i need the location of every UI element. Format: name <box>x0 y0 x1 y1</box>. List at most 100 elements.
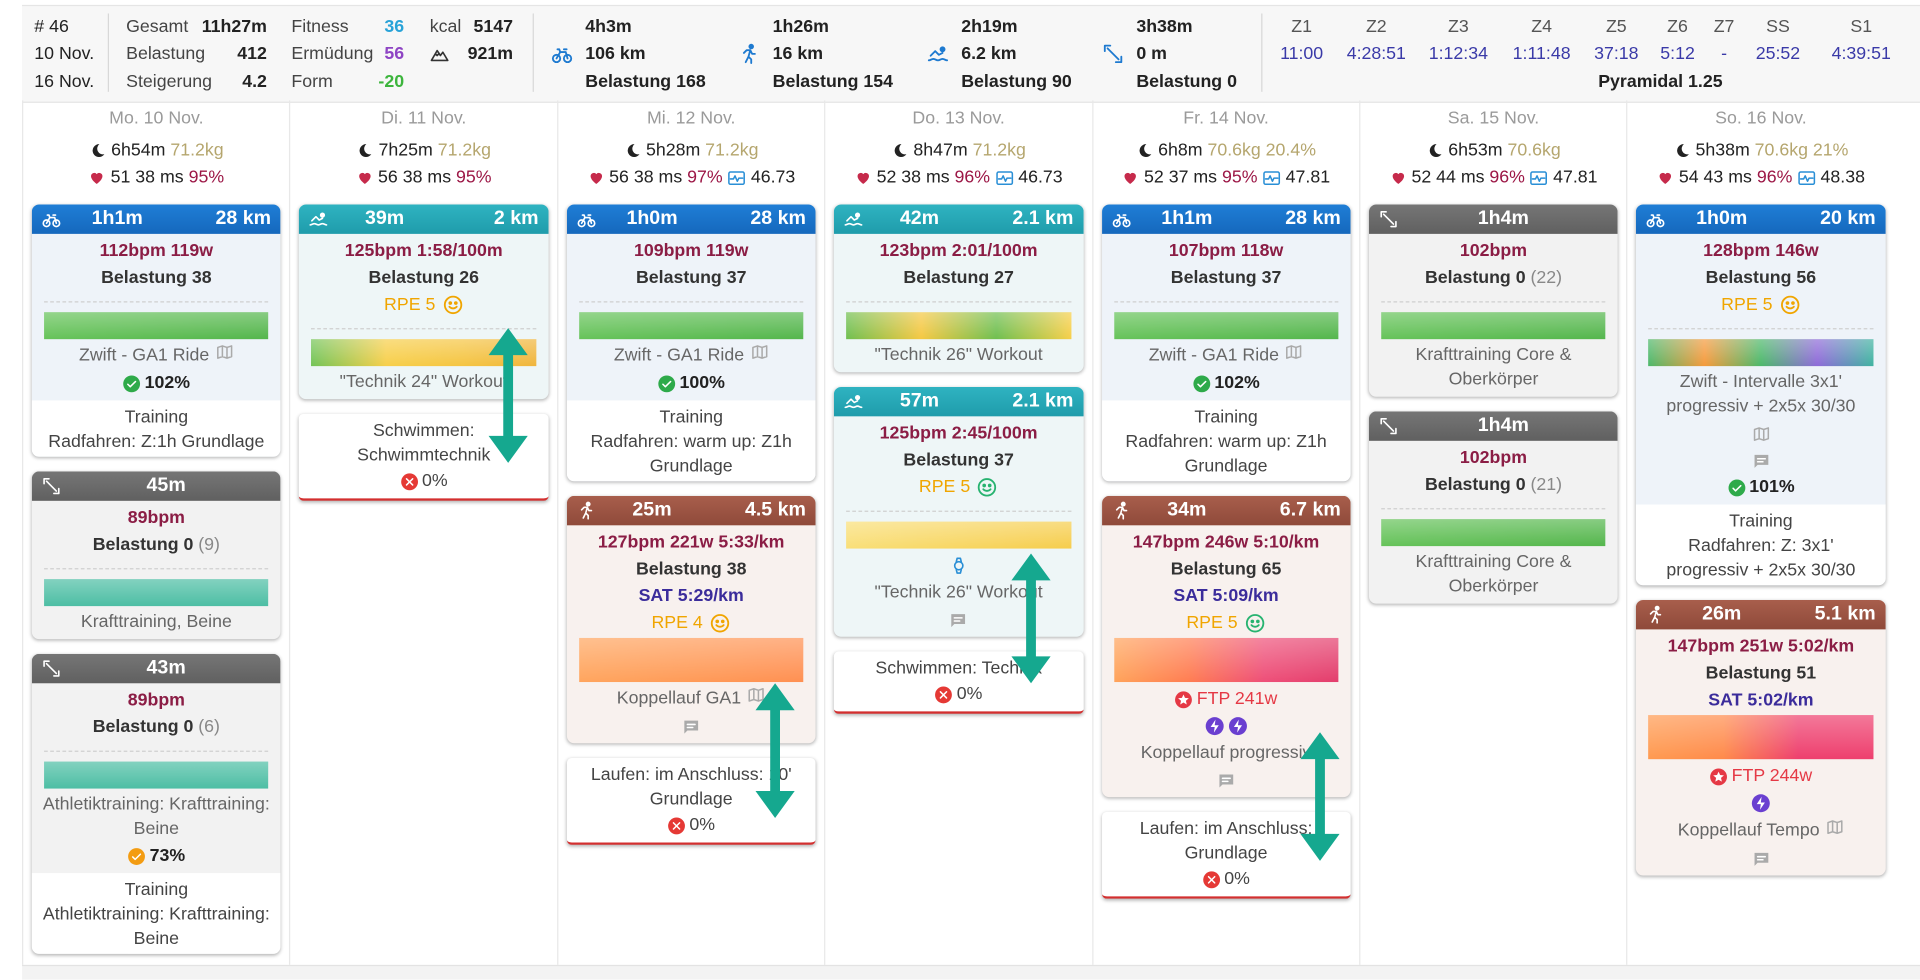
moon-icon <box>1673 142 1690 159</box>
day-column: So. 16 Nov. 5h38m 70.6kg 21% 54 43 ms 96% 48.38… <box>1626 100 1894 965</box>
moon-icon <box>89 142 106 159</box>
hrv: 43 ms <box>1703 167 1752 188</box>
icon-part <box>684 720 699 734</box>
metrics: 147bpm 251w 5:02/km <box>1667 636 1855 657</box>
icon-part <box>1754 454 1768 468</box>
plan-line: Schwimmen: Schwimmtechnik <box>357 421 491 466</box>
icon-part <box>359 144 372 158</box>
icon-part <box>45 480 58 492</box>
icon-part <box>216 345 233 359</box>
resting-hr: 51 <box>110 167 131 188</box>
metrics: 125bpm 2:45/100m <box>879 423 1038 444</box>
metrics: 123bpm 2:01/100m <box>879 241 1038 261</box>
icon-part <box>1207 875 1216 884</box>
workout-name-row: Zwift - Intervalle 3x1' progressiv + 2x5… <box>1636 370 1885 419</box>
resting-hr: 52 <box>876 167 897 188</box>
rpe-row: RPE 4 <box>567 610 816 637</box>
icon-part <box>123 374 141 392</box>
run-icon <box>576 501 596 521</box>
map-icon <box>750 343 768 369</box>
moon-icon <box>1426 142 1443 159</box>
swim-icon <box>309 209 329 229</box>
icon-part <box>92 144 105 158</box>
day-date: So. 16 Nov. <box>1715 108 1807 129</box>
sport-icon <box>927 43 949 72</box>
icon-part <box>1286 345 1302 359</box>
card-header: 42m 2.1 km <box>834 204 1084 234</box>
chart-area <box>578 301 804 340</box>
moon-icon <box>624 142 641 159</box>
icon-part <box>45 214 58 225</box>
sport-icon <box>551 43 573 72</box>
icon-part <box>1530 170 1548 185</box>
run-icon <box>738 43 760 65</box>
smile-icon <box>976 476 998 498</box>
activity-card: 45m 89bpm Belastung 0 (9) Krafttraining, Bei… <box>31 471 281 640</box>
icon-part <box>857 172 869 184</box>
icon-part <box>405 477 413 486</box>
strength-icon <box>1379 209 1399 229</box>
hrv: 38 ms <box>402 167 452 188</box>
icon-part <box>988 483 992 488</box>
activity-chart <box>44 312 269 340</box>
workout-name: Koppellauf progressiv <box>1140 743 1312 763</box>
hrv-icon <box>728 168 746 186</box>
ok-icon <box>657 374 676 392</box>
icon-part <box>1219 773 1233 787</box>
icon-part <box>1647 214 1665 228</box>
total-label: Steigerung <box>126 72 213 92</box>
rpe-row: RPE 5 <box>299 291 548 318</box>
activity-card: 42m 2.1 km 123bpm 2:01/100m Belastung 27 "Te… <box>834 204 1084 373</box>
icon-part <box>1753 426 1769 441</box>
body-metric: 21% <box>1812 140 1849 161</box>
card-header: 39m 2 km <box>299 204 549 234</box>
load: Belastung 38 <box>635 559 747 580</box>
metrics: 109bpm 119w <box>633 241 749 261</box>
icon-part <box>585 501 591 507</box>
pace: SAT 5:09/km <box>1173 586 1279 607</box>
comment-icon <box>1752 849 1770 867</box>
icon-part <box>1263 170 1281 185</box>
icon-part <box>748 688 765 702</box>
icon-part <box>1429 144 1442 158</box>
compliance-value: 102% <box>144 373 191 394</box>
workout-name: Zwift - GA1 Ride <box>613 345 745 366</box>
card-body: 128bpm 146w Belastung 56 RPE 5 Zwift - Inte… <box>1636 234 1885 505</box>
hrv: 38 ms <box>633 167 683 188</box>
icon-part <box>1115 214 1127 225</box>
activity-card: 1h4m 102bpm Belastung 0 (21) Krafttraining C… <box>1368 411 1619 604</box>
distance: 6.7 km <box>1279 499 1341 521</box>
icon-part <box>1650 605 1662 624</box>
activity-card: 39m 2 km 125bpm 1:58/100m Belastung 26 RPE 5… <box>299 204 549 400</box>
zone-label: Z2 <box>1365 17 1387 37</box>
planned-workout: Training Radfahren: warm up: Z1h Grundlag… <box>1101 400 1351 482</box>
smile-icon <box>441 294 463 316</box>
icon-part <box>1196 380 1207 387</box>
rpe: RPE 4 <box>651 613 703 634</box>
icon-part <box>1115 501 1127 520</box>
icon-part <box>951 613 966 627</box>
icon-part <box>551 53 562 64</box>
total-label: Gesamt <box>126 17 189 37</box>
icon-part <box>1178 693 1190 704</box>
hrv-icon <box>1530 168 1548 186</box>
sport-load: Belastung 154 <box>772 72 894 92</box>
icon-part <box>748 688 765 702</box>
fitness-label: Ermüdung <box>291 44 374 64</box>
planned-workout: Training Athletiktraining: Krafttraining:… <box>31 873 281 954</box>
icon-part <box>1532 174 1546 182</box>
fitness-label: Form <box>291 72 333 92</box>
sleep-duration: 5h38m <box>1695 140 1750 161</box>
icon-part <box>715 619 720 624</box>
icon-part <box>1798 170 1815 185</box>
bike-icon <box>576 209 596 229</box>
hrv: 37 ms <box>1168 167 1218 188</box>
workout-name-row: Koppellauf progressiv <box>1102 741 1351 765</box>
badge-row <box>1636 790 1885 817</box>
total-value: 4.2 <box>242 72 267 92</box>
icon-part <box>1264 174 1279 182</box>
icon-part <box>751 345 768 359</box>
zone-label: Z4 <box>1531 17 1552 37</box>
icon-part <box>995 170 1013 185</box>
icon-part <box>1115 506 1127 520</box>
